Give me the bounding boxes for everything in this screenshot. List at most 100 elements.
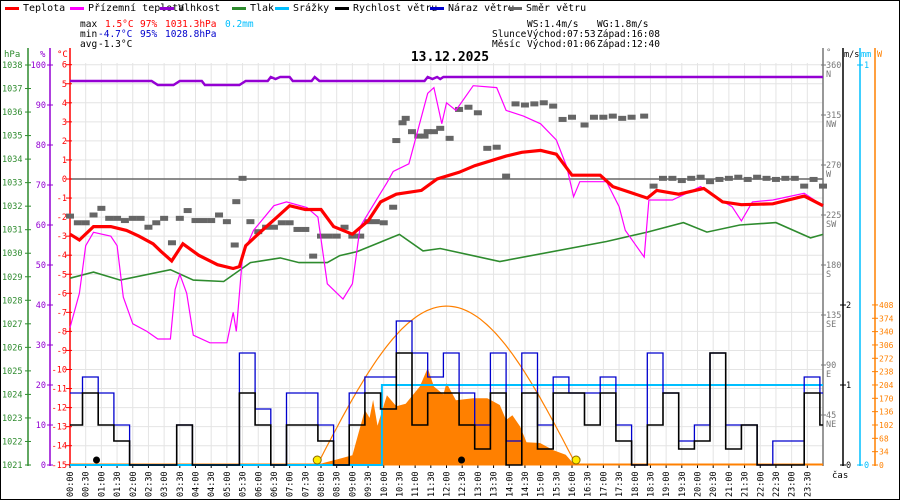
pressure-tick-label: 1031 bbox=[2, 226, 22, 236]
time-tick-label: 05:00 bbox=[223, 471, 233, 497]
moonrise-icon bbox=[93, 456, 101, 464]
time-tick-label: 13:00 bbox=[474, 471, 484, 497]
radiation-tick-label: 204 bbox=[879, 381, 894, 390]
wind-direction-mark bbox=[455, 106, 464, 112]
radiation-tick-label: 68 bbox=[879, 434, 889, 443]
direction-tick-label: 135 bbox=[826, 311, 841, 321]
wind-direction-mark bbox=[445, 135, 454, 141]
time-tick-label: 03:00 bbox=[160, 471, 170, 497]
temperature-tick-label: 2 bbox=[62, 137, 67, 147]
wind-direction-mark bbox=[66, 213, 74, 219]
wind-gust-current: WG:1.8m/s bbox=[597, 19, 649, 30]
time-tick-label: 02:00 bbox=[129, 471, 139, 497]
wind-direction-mark bbox=[348, 233, 357, 239]
sunrise-icon bbox=[312, 455, 322, 465]
temperature-tick-label: -2 bbox=[57, 213, 67, 223]
direction-tick-label: 90 bbox=[826, 361, 836, 371]
wind-direction-mark bbox=[649, 183, 658, 189]
radiation-tick-label: 34 bbox=[879, 448, 889, 457]
wind-direction-mark bbox=[309, 253, 318, 259]
pressure-tick-label: 1024 bbox=[2, 390, 22, 400]
temperature-tick-label: -14 bbox=[52, 442, 67, 452]
time-tick-label: 00:30 bbox=[82, 471, 92, 497]
direction-axis-unit: ° bbox=[826, 48, 831, 58]
wind-direction-mark bbox=[379, 220, 388, 226]
temperature-tick-label: 4 bbox=[62, 99, 67, 109]
wind-direction-mark bbox=[324, 233, 333, 239]
wind-direction-mark bbox=[658, 175, 667, 181]
moon-label: Měsíc bbox=[492, 39, 521, 50]
legend-label: Směr větru bbox=[526, 3, 587, 14]
legend-item: Přízemní teplota bbox=[70, 3, 184, 14]
pressure-tick-label: 1032 bbox=[2, 202, 22, 212]
time-tick-label: 23:30 bbox=[803, 471, 813, 497]
wind-direction-mark bbox=[136, 215, 145, 221]
temperature-tick-label: -10 bbox=[52, 366, 67, 376]
wind-direction-mark bbox=[398, 120, 407, 126]
direction-compass-label: NE bbox=[826, 420, 836, 430]
legend-label: Srážky bbox=[293, 3, 330, 14]
wind-direction-mark bbox=[113, 215, 122, 221]
wind-direction-mark bbox=[199, 218, 208, 224]
wind-direction-mark bbox=[627, 114, 636, 120]
time-tick-label: 17:00 bbox=[599, 471, 609, 497]
legend-label: Teplota bbox=[23, 3, 66, 14]
humidity-tick-label: 0 bbox=[41, 461, 46, 471]
stat-avg-label: avg bbox=[80, 39, 98, 50]
pressure-tick-label: 1036 bbox=[2, 108, 22, 118]
direction-compass-label: E bbox=[826, 370, 831, 380]
temperature-tick-label: 5 bbox=[62, 80, 67, 90]
wind-direction-mark bbox=[464, 104, 473, 110]
wind-direction-mark bbox=[191, 218, 200, 224]
wind-direction-mark bbox=[277, 220, 286, 226]
time-tick-label: 15:30 bbox=[552, 471, 562, 497]
time-tick-label: 11:00 bbox=[411, 471, 421, 497]
wind-direction-mark bbox=[371, 219, 380, 225]
humidity-tick-label: 10 bbox=[36, 421, 46, 431]
pressure-tick-label: 1022 bbox=[2, 437, 22, 447]
humidity-axis-unit: % bbox=[40, 50, 46, 60]
wind-direction-mark bbox=[230, 242, 239, 248]
wind-direction-mark bbox=[436, 125, 445, 131]
wind-tick-label: 0 bbox=[846, 461, 851, 471]
stat-max-pressure: 1031.3hPa bbox=[165, 19, 217, 30]
wind-direction-mark bbox=[715, 176, 724, 182]
wind-direction-mark bbox=[423, 129, 432, 135]
stat-max-humidity: 97% bbox=[140, 19, 158, 30]
wind-direction-mark bbox=[771, 176, 780, 182]
wind-direction-mark bbox=[734, 174, 743, 180]
time-tick-label: 17:30 bbox=[615, 471, 625, 497]
humidity-tick-label: 50 bbox=[36, 261, 46, 271]
wind-direction-mark bbox=[89, 212, 98, 218]
temperature-tick-label: -13 bbox=[52, 423, 67, 433]
time-tick-label: 01:30 bbox=[113, 471, 123, 497]
time-tick-label: 09:00 bbox=[348, 471, 358, 497]
wind-direction-mark bbox=[73, 220, 82, 226]
temperature-line bbox=[69, 148, 824, 271]
temperature-tick-label: -5 bbox=[57, 270, 67, 280]
wind-direction-mark bbox=[640, 113, 649, 119]
wind-direction-mark bbox=[332, 233, 341, 239]
humidity-tick-label: 60 bbox=[36, 221, 46, 231]
humidity-line bbox=[70, 75, 823, 87]
time-tick-label: 09:30 bbox=[364, 471, 374, 497]
legend-item: Směr větru bbox=[508, 3, 586, 14]
time-tick-label: 23:00 bbox=[788, 471, 798, 497]
legend-swatch bbox=[508, 6, 522, 10]
wind-direction-mark bbox=[183, 208, 192, 214]
radiation-tick-label: 238 bbox=[879, 368, 894, 377]
wind-direction-mark bbox=[687, 175, 696, 181]
humidity-tick-label: 20 bbox=[36, 381, 46, 391]
legend-swatch bbox=[160, 6, 174, 10]
wind-direction-mark bbox=[160, 215, 169, 221]
time-tick-label: 22:30 bbox=[772, 471, 782, 497]
pressure-tick-label: 1027 bbox=[2, 320, 22, 330]
wind-direction-mark bbox=[790, 175, 799, 181]
wind-direction-mark bbox=[120, 218, 129, 224]
direction-compass-label: S bbox=[826, 270, 831, 280]
wind-direction-mark bbox=[677, 178, 686, 184]
legend-item: Tlak bbox=[232, 3, 274, 14]
time-tick-label: 21:00 bbox=[725, 471, 735, 497]
radiation-tick-label: 102 bbox=[879, 421, 894, 430]
wind-direction-mark bbox=[696, 174, 705, 180]
